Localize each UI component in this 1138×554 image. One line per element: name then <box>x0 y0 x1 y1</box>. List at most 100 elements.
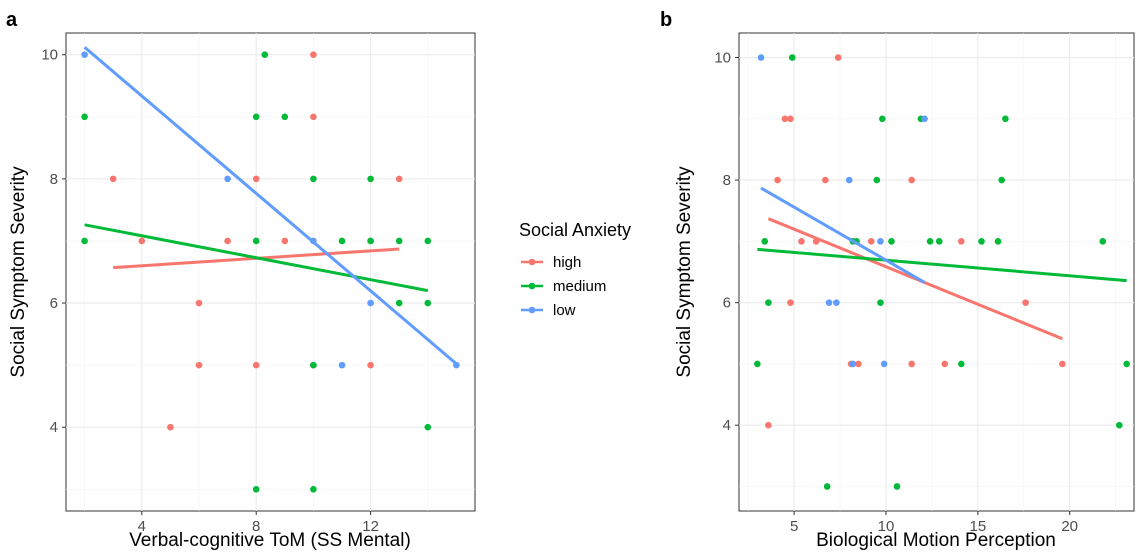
panel-a-x-axis-title: Verbal-cognitive ToM (SS Mental) <box>129 530 411 551</box>
panel-b-tag: b <box>660 9 672 31</box>
panel-b-x-tick-label: 15 <box>969 518 986 535</box>
panel-a-point-high <box>252 361 260 369</box>
panel-b-point-medium <box>1002 115 1009 123</box>
panel-b-point-medium <box>994 238 1002 245</box>
legend-key-point-low <box>528 306 536 314</box>
panel-a-x-tick-label: 12 <box>362 518 379 535</box>
panel-a-point-medium <box>81 113 88 121</box>
panel-a-fit-line-medium <box>84 223 429 293</box>
panel-a-point-low <box>224 175 231 183</box>
panel-a-y-ticks: 4 6 8 10 <box>41 47 66 436</box>
panel-b-point-low <box>921 115 928 123</box>
panel-b-point-high <box>958 238 965 245</box>
panel-a-point-high <box>310 113 317 121</box>
panel-a-point-low <box>338 361 346 369</box>
panel-b-point-high <box>774 176 781 184</box>
panel-b-point-high <box>941 360 949 368</box>
panel-b-point-high <box>765 421 772 429</box>
panel-b-point-high <box>908 360 915 368</box>
panel-b-point-medium <box>788 54 796 61</box>
panel-a-point-medium <box>424 237 432 245</box>
panel-a-point-medium <box>252 237 260 245</box>
panel-b: b 5 10 15 20 4 6 8 10 Biological Motion Percep… <box>660 9 1135 551</box>
panel-b-grid <box>739 33 1134 511</box>
panel-a-point-high <box>109 175 117 183</box>
panel-b-point-high <box>908 176 915 184</box>
panel-b-point-high <box>787 299 794 306</box>
panel-a-point-medium <box>252 485 260 493</box>
panel-b-point-high <box>1022 299 1029 306</box>
panel-b-point-medium <box>926 238 934 245</box>
panel-b-point-medium <box>761 238 769 245</box>
panel-a-point-medium <box>338 237 346 245</box>
panel-b-point-high <box>855 360 862 368</box>
legend-title: Social Anxiety <box>519 220 631 240</box>
panel-b-y-tick-label: 10 <box>714 50 731 67</box>
panel-b-x-tick-label: 10 <box>878 518 895 535</box>
panel-b-fit-line-low <box>760 186 926 284</box>
panel-a-y-tick-label: 6 <box>50 295 58 312</box>
panel-b-point-high <box>867 238 875 245</box>
panel-b-x-tick-label: 20 <box>1061 518 1078 535</box>
panel-b-x-axis-title: Biological Motion Perception <box>816 530 1056 551</box>
panel-a-fit-line-low <box>83 46 458 366</box>
panel-b-point-low <box>877 238 884 245</box>
panel-a-point-high <box>224 237 231 245</box>
panel-b-point-medium <box>893 483 901 490</box>
panel-a-point-high <box>310 51 317 59</box>
panel-b-point-high <box>787 115 794 123</box>
panel-a-point-high <box>195 299 203 307</box>
panel-a-grid <box>66 33 475 511</box>
panel-b-point-low <box>825 299 833 306</box>
panel-b-fit-line-medium <box>757 247 1127 283</box>
panel-b-point-medium <box>998 176 1006 184</box>
panel-a-point-high <box>167 423 174 431</box>
panel-b-point-low <box>880 360 888 368</box>
panel-b-y-tick-label: 8 <box>723 172 731 189</box>
panel-b-plot-area <box>738 32 1135 512</box>
panel-a-point-medium <box>281 113 289 121</box>
panel-a-point-medium <box>252 113 260 121</box>
panel-a-marks <box>81 46 460 493</box>
panel-a-point-medium <box>424 299 432 307</box>
panel-a-y-tick-label: 4 <box>50 419 58 436</box>
panel-a-point-high <box>395 175 403 183</box>
panel-a-point-medium <box>310 485 317 493</box>
panel-a-point-medium <box>395 299 403 307</box>
panel-a-x-ticks: 4 8 12 <box>138 511 379 535</box>
panel-b-y-ticks: 4 6 8 10 <box>714 50 739 434</box>
panel-a-point-medium <box>367 175 374 183</box>
panel-b-point-medium <box>877 299 884 306</box>
panel-b-point-low <box>833 299 840 306</box>
panel-b-point-medium <box>879 115 886 123</box>
legend-label-high: high <box>553 254 581 271</box>
panel-a-point-high <box>195 361 203 369</box>
panel-b-point-low <box>845 176 853 184</box>
panel-a-point-medium <box>395 237 403 245</box>
legend-items: high medium low <box>521 254 606 319</box>
panel-b-point-high <box>781 115 789 123</box>
panel-b-y-tick-label: 6 <box>723 295 731 312</box>
legend-key-point-medium <box>528 282 536 290</box>
panel-b-marks <box>754 54 1130 490</box>
panel-b-point-medium <box>935 238 943 245</box>
panel-b-point-medium <box>823 483 831 490</box>
panel-a-y-axis-title: Social Symptom Severity <box>8 166 29 378</box>
panel-a-point-medium <box>310 361 317 369</box>
panel-a-y-tick-label: 8 <box>50 171 58 188</box>
panel-a-point-high <box>367 361 374 369</box>
panel-b-point-medium <box>873 176 881 184</box>
panel-b-y-tick-label: 4 <box>723 417 731 434</box>
panel-a-point-high <box>281 237 289 245</box>
panel-a-point-high <box>138 237 146 245</box>
panel-b-point-medium <box>888 238 895 245</box>
panel-a-tag: a <box>6 9 18 31</box>
panel-a-point-medium <box>81 237 88 245</box>
legend-label-low: low <box>553 302 576 319</box>
panel-b-point-medium <box>978 238 985 245</box>
panel-b-point-high <box>834 54 842 61</box>
panel-a-x-tick-label: 4 <box>138 518 146 535</box>
panel-b-point-medium <box>958 360 965 368</box>
panel-a-point-medium <box>424 423 432 431</box>
